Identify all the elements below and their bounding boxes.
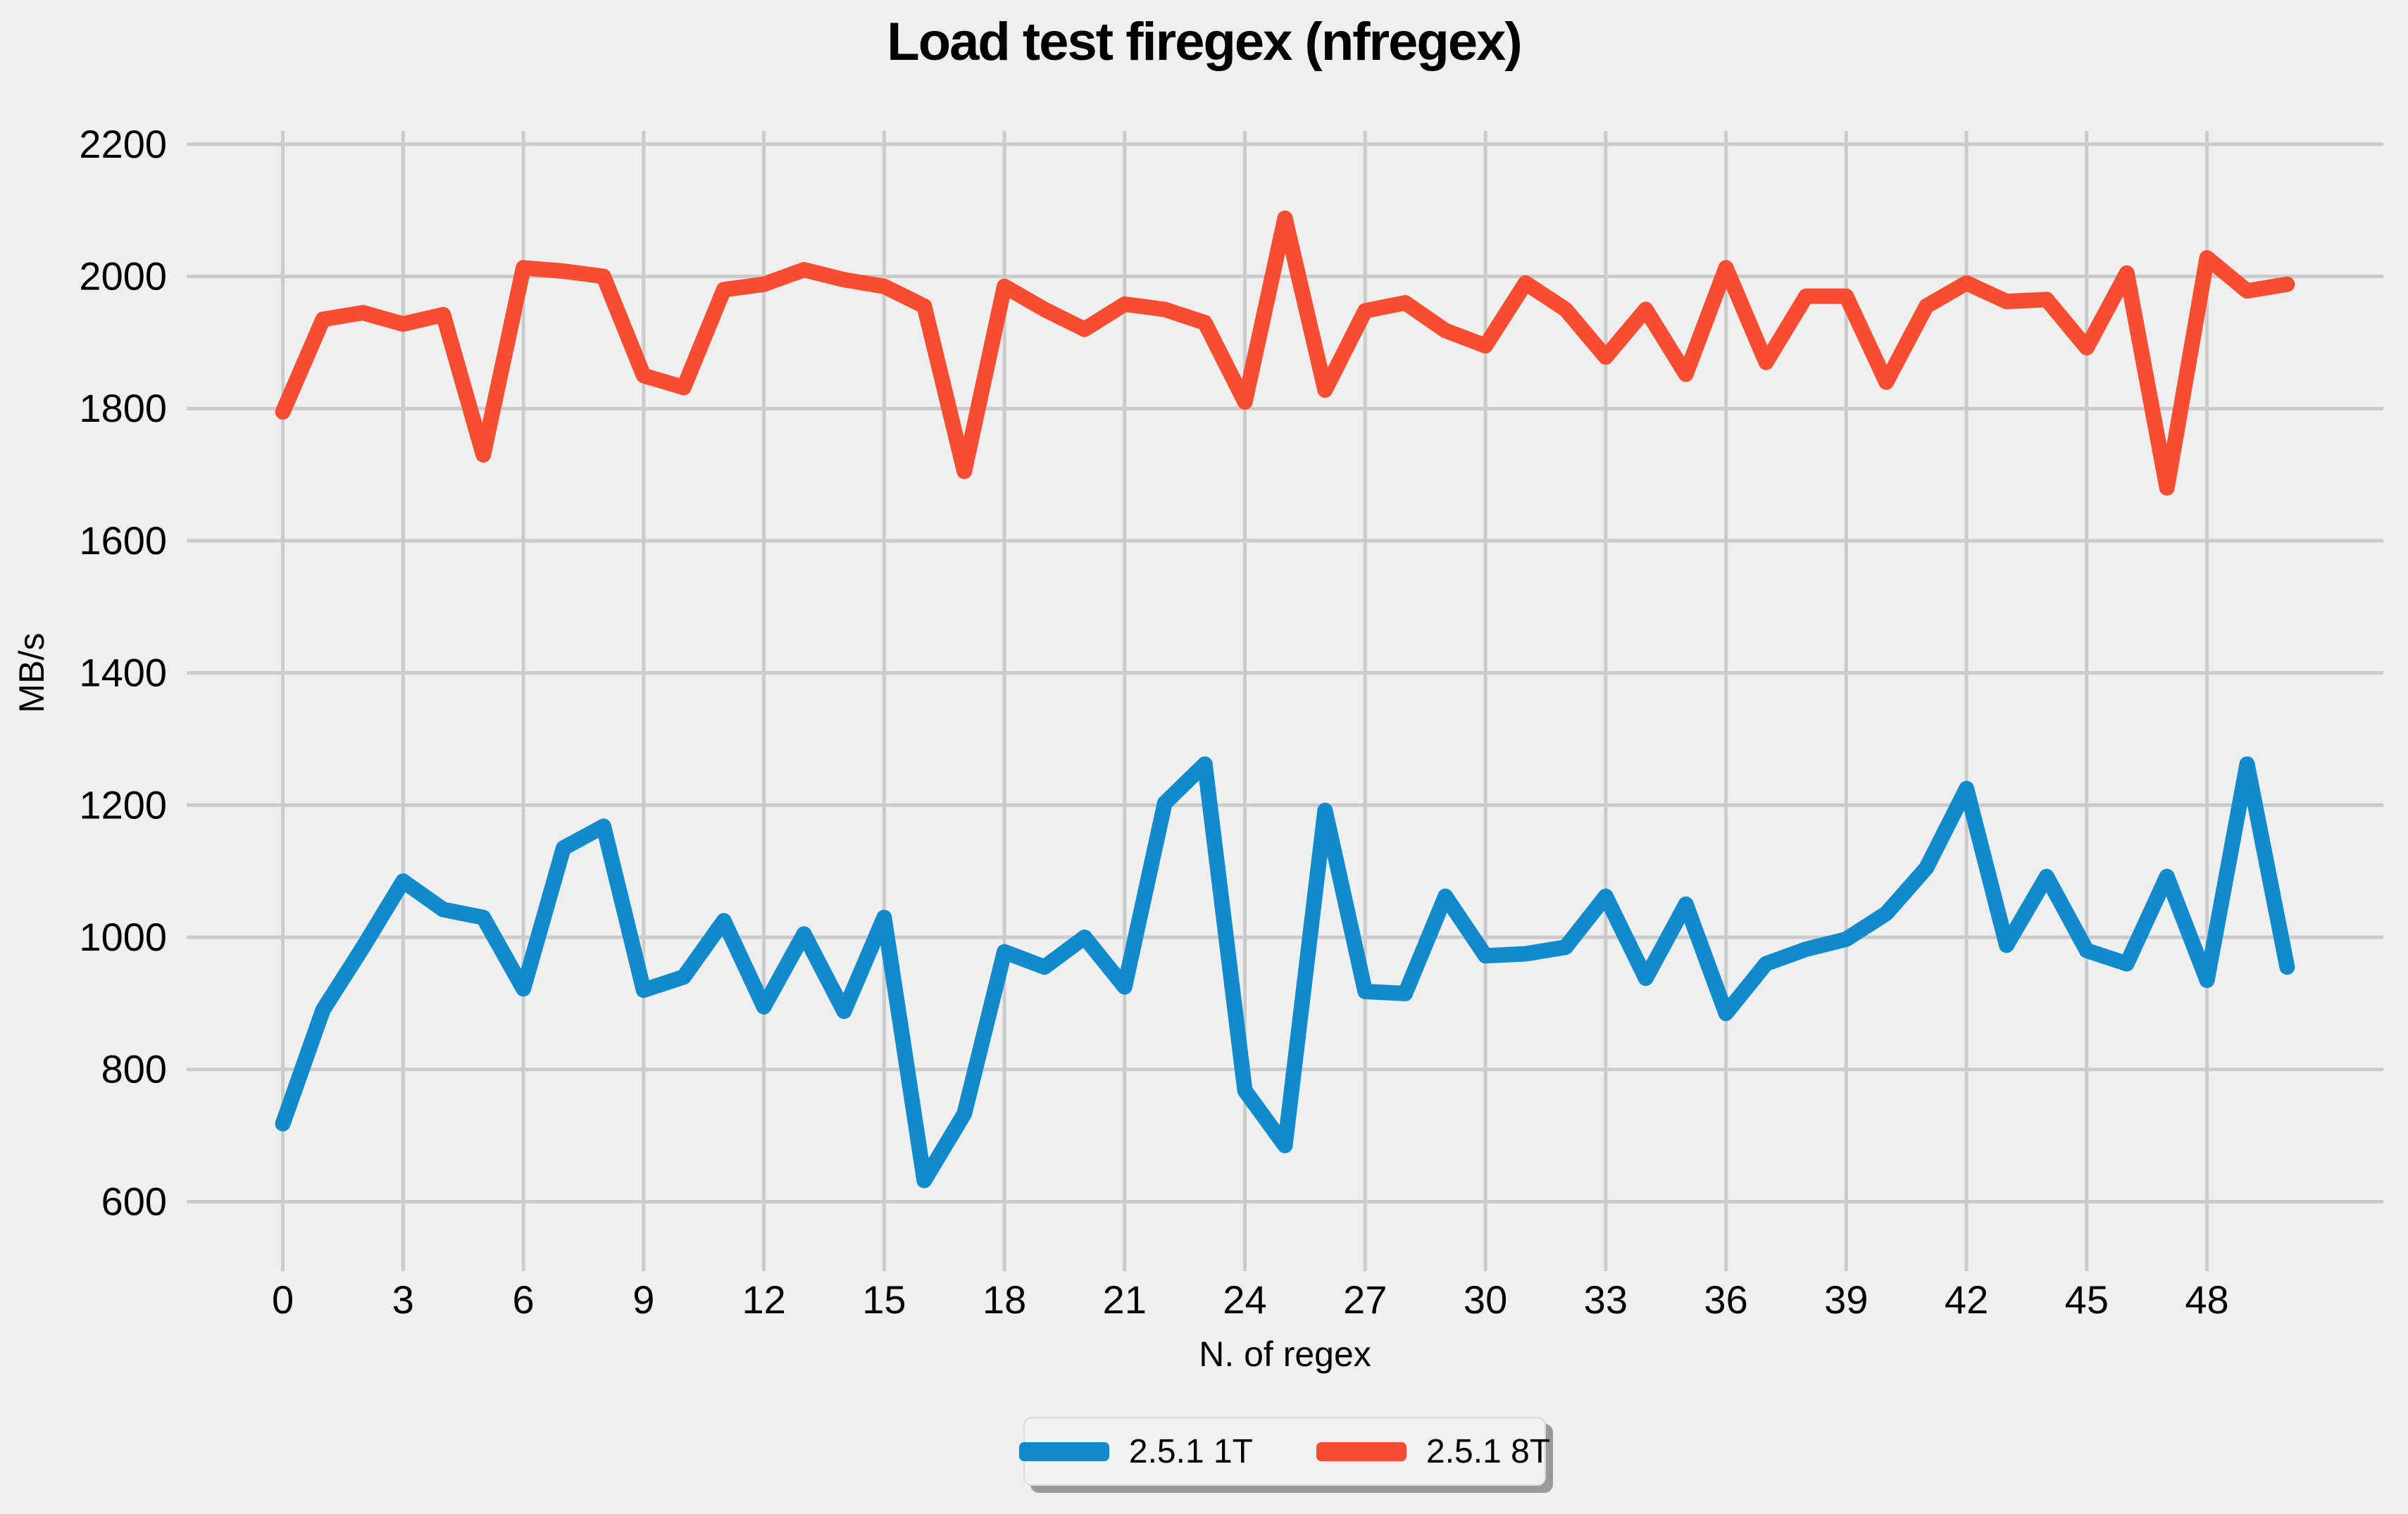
y-tick-label: 1400 — [79, 651, 167, 695]
y-tick-label: 1600 — [79, 518, 167, 563]
y-tick-label: 2000 — [79, 254, 167, 298]
x-tick-label: 24 — [1223, 1277, 1266, 1322]
x-axis-label: N. of regex — [1199, 1334, 1371, 1374]
legend: 2.5.1 1T 2.5.1 8T — [1018, 1417, 1550, 1486]
legend-label-8t: 2.5.1 8T — [1426, 1432, 1551, 1470]
y-tick-label: 1000 — [79, 915, 167, 959]
series-1t-line — [275, 756, 2295, 1189]
y-tick-label: 1800 — [79, 386, 167, 430]
legend-label-1t: 2.5.1 1T — [1128, 1432, 1253, 1470]
legend-item-1t: 2.5.1 1T — [1018, 1432, 1253, 1471]
x-tick-label: 39 — [1824, 1277, 1868, 1322]
x-gridlines — [281, 131, 2209, 1271]
legend-swatch-1t-icon — [1018, 1441, 1109, 1461]
series-8t-line — [275, 210, 2295, 496]
y-tick-label: 600 — [101, 1179, 167, 1223]
x-tick-label: 45 — [2065, 1277, 2109, 1322]
y-tick-label: 800 — [101, 1047, 167, 1091]
x-tick-label: 18 — [982, 1277, 1026, 1322]
x-tick-label: 33 — [1584, 1277, 1628, 1322]
x-tick-label: 3 — [392, 1277, 414, 1322]
legend-swatch-8t-icon — [1316, 1441, 1406, 1461]
y-tick-labels: 600 800 1000 1200 1400 1600 1800 2000 2200 — [79, 122, 167, 1224]
x-tick-label: 6 — [513, 1277, 535, 1322]
chart-title: Load test firegex (nfregex) — [887, 12, 1522, 72]
y-tick-label: 1200 — [79, 782, 167, 827]
x-tick-labels: 0 3 6 9 12 15 18 21 24 27 30 33 36 39 42 45 48 — [272, 1277, 2229, 1322]
x-tick-label: 9 — [632, 1277, 654, 1322]
x-tick-label: 48 — [2185, 1277, 2228, 1322]
x-tick-label: 27 — [1343, 1277, 1387, 1322]
y-tick-label: 2200 — [79, 122, 167, 166]
x-tick-label: 21 — [1103, 1277, 1147, 1322]
legend-item-8t: 2.5.1 8T — [1316, 1432, 1550, 1471]
x-tick-label: 42 — [1945, 1277, 1988, 1322]
x-tick-label: 15 — [862, 1277, 906, 1322]
x-tick-label: 12 — [742, 1277, 785, 1322]
x-tick-label: 30 — [1464, 1277, 1507, 1322]
x-tick-label: 0 — [272, 1277, 294, 1322]
y-axis-label: MB/s — [12, 633, 51, 713]
x-tick-label: 36 — [1704, 1277, 1747, 1322]
